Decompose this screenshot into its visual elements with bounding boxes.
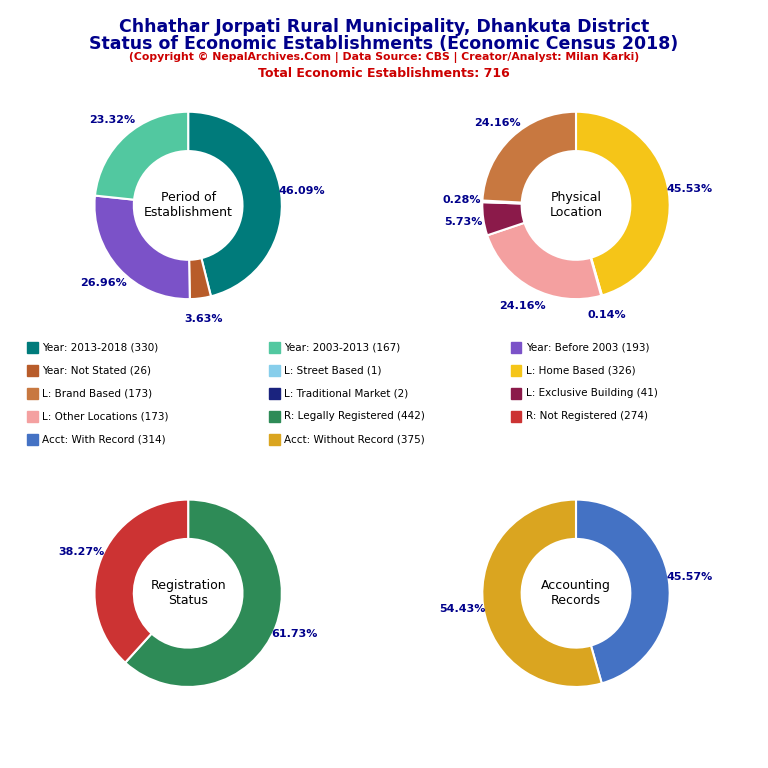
Text: Year: 2013-2018 (330): Year: 2013-2018 (330) [42, 342, 158, 353]
Text: 45.53%: 45.53% [666, 184, 712, 194]
Wedge shape [482, 202, 525, 235]
Text: L: Traditional Market (2): L: Traditional Market (2) [284, 388, 409, 399]
Text: Year: Before 2003 (193): Year: Before 2003 (193) [526, 342, 650, 353]
Wedge shape [591, 257, 602, 296]
Text: L: Other Locations (173): L: Other Locations (173) [42, 411, 169, 422]
Wedge shape [487, 223, 601, 299]
Wedge shape [482, 499, 602, 687]
Text: L: Street Based (1): L: Street Based (1) [284, 365, 382, 376]
Text: 0.14%: 0.14% [588, 310, 627, 320]
Wedge shape [95, 111, 188, 200]
Text: (Copyright © NepalArchives.Com | Data Source: CBS | Creator/Analyst: Milan Karki: (Copyright © NepalArchives.Com | Data So… [129, 52, 639, 63]
Text: 45.57%: 45.57% [666, 572, 713, 582]
Text: 61.73%: 61.73% [272, 630, 318, 640]
Wedge shape [576, 112, 670, 296]
Text: 3.63%: 3.63% [184, 314, 223, 324]
Text: 26.96%: 26.96% [81, 278, 127, 288]
Text: Acct: With Record (314): Acct: With Record (314) [42, 434, 166, 445]
Text: Physical
Location: Physical Location [549, 191, 603, 220]
Text: Registration
Status: Registration Status [151, 579, 226, 607]
Text: L: Brand Based (173): L: Brand Based (173) [42, 388, 152, 399]
Text: L: Home Based (326): L: Home Based (326) [526, 365, 636, 376]
Wedge shape [125, 499, 282, 687]
Wedge shape [576, 499, 670, 684]
Text: 5.73%: 5.73% [444, 217, 482, 227]
Wedge shape [94, 499, 188, 663]
Text: Period of
Establishment: Period of Establishment [144, 191, 233, 220]
Text: Year: Not Stated (26): Year: Not Stated (26) [42, 365, 151, 376]
Text: Acct: Without Record (375): Acct: Without Record (375) [284, 434, 425, 445]
Text: 24.16%: 24.16% [499, 302, 546, 312]
Text: 0.28%: 0.28% [442, 195, 481, 205]
Text: 23.32%: 23.32% [88, 115, 134, 125]
Text: 24.16%: 24.16% [474, 118, 521, 127]
Wedge shape [189, 258, 211, 299]
Text: Total Economic Establishments: 716: Total Economic Establishments: 716 [258, 67, 510, 80]
Text: Chhathar Jorpati Rural Municipality, Dhankuta District: Chhathar Jorpati Rural Municipality, Dha… [119, 18, 649, 36]
Text: Status of Economic Establishments (Economic Census 2018): Status of Economic Establishments (Econo… [89, 35, 679, 52]
Wedge shape [482, 112, 576, 203]
Text: Year: 2003-2013 (167): Year: 2003-2013 (167) [284, 342, 400, 353]
Text: L: Exclusive Building (41): L: Exclusive Building (41) [526, 388, 658, 399]
Wedge shape [482, 200, 521, 204]
Text: 54.43%: 54.43% [439, 604, 486, 614]
Wedge shape [188, 112, 282, 296]
Text: 46.09%: 46.09% [278, 187, 325, 197]
Wedge shape [94, 196, 190, 300]
Text: R: Legally Registered (442): R: Legally Registered (442) [284, 411, 425, 422]
Text: R: Not Registered (274): R: Not Registered (274) [526, 411, 648, 422]
Text: Accounting
Records: Accounting Records [541, 579, 611, 607]
Text: 38.27%: 38.27% [58, 547, 104, 557]
